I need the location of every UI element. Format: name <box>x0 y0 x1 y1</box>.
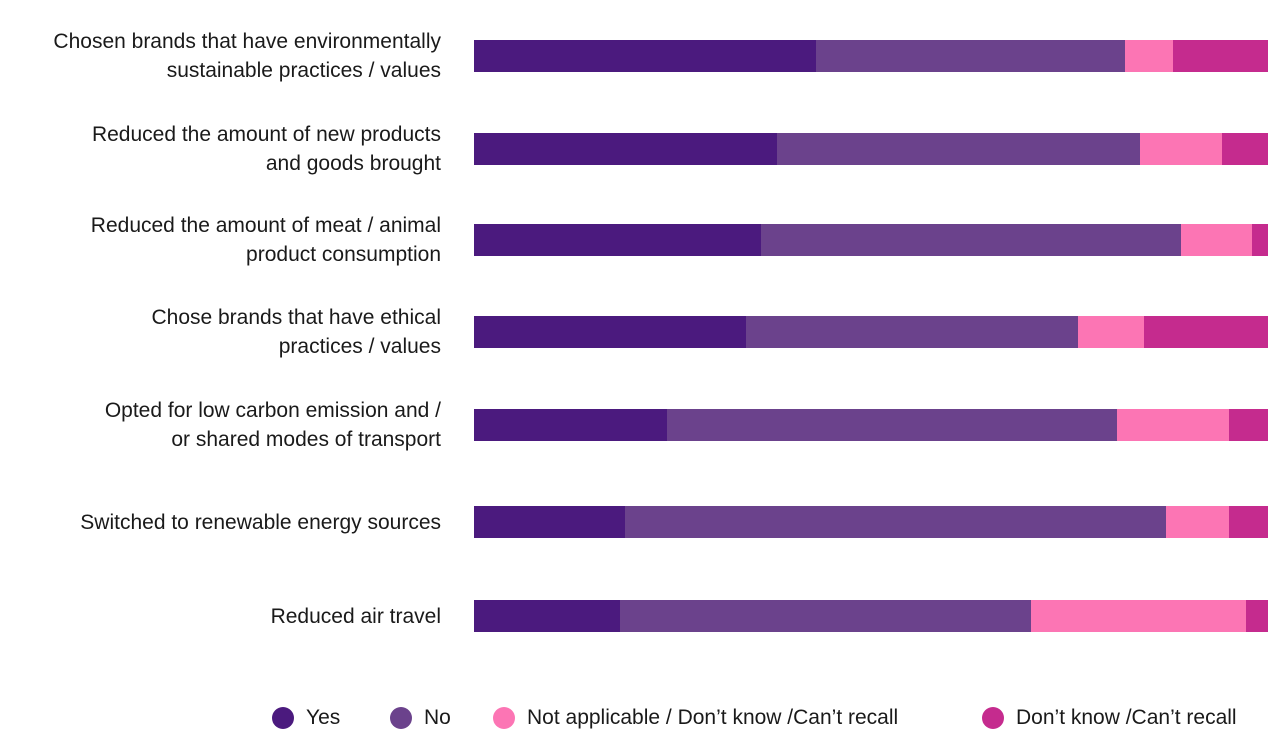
category-label: Opted for low carbon emission and / or sh… <box>0 396 441 454</box>
legend-item: Not applicable / Don’t know /Can’t recal… <box>493 704 898 732</box>
category-label: Reduced air travel <box>0 602 441 631</box>
category-label-line: Switched to renewable energy sources <box>80 510 441 534</box>
legend-label: Yes <box>306 706 341 729</box>
legend-item: Yes <box>272 704 340 732</box>
category-label-line: sustainable practices / values <box>166 59 441 82</box>
category-label: Reduced the amount of new products and go… <box>0 120 441 178</box>
legend-label: Not applicable / Don’t know /Can’t recal… <box>527 706 899 729</box>
bar-segment-no-1 <box>777 133 1141 165</box>
bar-segment-no-1 <box>666 409 1118 441</box>
category-label: Switched to renewable energy sources <box>0 508 441 537</box>
bar-segment-yes-0 <box>474 409 667 441</box>
category-label-line: Opted for low carbon emission and / <box>104 399 441 422</box>
bar-segment-not-2 <box>1181 224 1253 256</box>
bar-segment-no-1 <box>816 40 1126 72</box>
category-label: Chose brands that have ethical practices … <box>0 303 441 361</box>
legend-item: No <box>390 704 451 732</box>
category-label-line: Chose brands that have ethical <box>151 306 441 329</box>
category-label-line: Chosen brands that have environmentally <box>53 30 441 53</box>
category-label-line: and goods brought <box>265 152 441 175</box>
legend-label: Don’t know /Can’t recall <box>1016 706 1237 729</box>
bar-segment-dont-3 <box>1229 506 1268 538</box>
bar-segment-dont-3 <box>1229 409 1268 441</box>
bar-segment-not-2 <box>1030 600 1246 632</box>
category-label-line: Reduced the amount of meat / animal <box>90 214 441 237</box>
legend-swatch-icon <box>493 707 515 729</box>
legend-item: Don’t know /Can’t recall <box>982 704 1237 732</box>
bar-segment-not-2 <box>1125 40 1173 72</box>
bar-segment-yes-0 <box>474 40 817 72</box>
bar-segment-not-2 <box>1166 506 1230 538</box>
bar-segment-not-2 <box>1117 409 1230 441</box>
bar-segment-dont-3 <box>1221 133 1268 165</box>
legend: Yes No Not applicable / Don’t know /Can’t … <box>0 704 1273 732</box>
category-label-line: or shared modes of transport <box>171 428 441 451</box>
category-label: Reduced the amount of meat / animal produ… <box>0 211 441 269</box>
bar-segment-no-1 <box>746 316 1079 348</box>
category-label-line: Reduced air travel <box>270 604 441 628</box>
category-label-line: practices / values <box>278 335 441 358</box>
legend-label: No <box>424 706 451 729</box>
legend-swatch-icon <box>982 707 1004 729</box>
bar-segment-no-1 <box>620 600 1031 632</box>
bar-segment-not-2 <box>1140 133 1222 165</box>
bar-segment-yes-0 <box>474 133 778 165</box>
bar-segment-yes-0 <box>474 316 747 348</box>
bar-segment-yes-0 <box>474 506 625 538</box>
bar-segment-yes-0 <box>474 224 761 256</box>
legend-swatch-icon <box>272 707 294 729</box>
bar-segment-dont-3 <box>1144 316 1268 348</box>
bar-segment-no-1 <box>760 224 1182 256</box>
bar-segment-no-1 <box>624 506 1167 538</box>
bar-segment-yes-0 <box>474 600 621 632</box>
legend-swatch-icon <box>390 707 412 729</box>
category-label: Chosen brands that have environmentally s… <box>0 27 441 85</box>
bar-segment-dont-3 <box>1245 600 1268 632</box>
bar-segment-dont-3 <box>1172 40 1268 72</box>
category-label-line: Reduced the amount of new products <box>91 123 441 146</box>
category-label-line: product consumption <box>246 243 441 266</box>
bar-segment-dont-3 <box>1252 224 1268 256</box>
bar-segment-not-2 <box>1078 316 1145 348</box>
